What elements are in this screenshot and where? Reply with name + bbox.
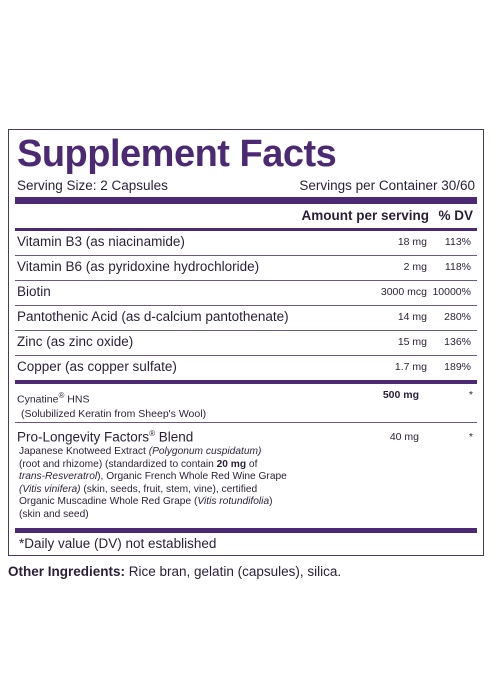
nutrient-row: Pantothenic Acid (as d-calcium pantothen… bbox=[15, 306, 477, 330]
cynatine-name: Cynatine bbox=[17, 393, 59, 406]
cynatine-ingredient: Cynatine® HNS (Solubilized Keratin from … bbox=[17, 389, 206, 421]
nutrient-amount: 1.7 mg bbox=[394, 361, 427, 373]
blend-latin-name: (Polygonum cuspidatum) bbox=[148, 446, 262, 457]
nutrient-dv: 118% bbox=[444, 261, 471, 273]
section-divider bbox=[15, 380, 477, 384]
blend-line: Japanese Knotweed Extract bbox=[19, 446, 149, 457]
other-ingredients-label: Other Ingredients: bbox=[8, 564, 126, 579]
registered-mark: ® bbox=[149, 429, 155, 438]
bottom-divider bbox=[15, 528, 477, 533]
blend-title: Pro-Longevity Factors bbox=[17, 429, 150, 445]
nutrient-amount: 3000 mcg bbox=[380, 286, 427, 298]
blend-description: Japanese Knotweed Extract (Polygonum cus… bbox=[19, 446, 349, 522]
nutrient-name: Biotin bbox=[17, 284, 51, 299]
other-ingredients-text: Rice bran, gelatin (capsules), silica. bbox=[125, 564, 342, 579]
blend-line: (root and rhizome) (standardized to cont… bbox=[19, 458, 217, 470]
blend-amount: 40 mg bbox=[389, 431, 419, 443]
cynatine-suffix: HNS bbox=[64, 393, 90, 406]
nutrient-dv: 113% bbox=[444, 236, 471, 248]
nutrient-name: Pantothenic Acid (as d-calcium pantothen… bbox=[17, 309, 289, 324]
blend-line: ) bbox=[269, 496, 273, 508]
nutrient-amount: 15 mg bbox=[397, 336, 427, 348]
nutrient-row: Copper (as copper sulfate) 1.7 mg 189% bbox=[15, 356, 477, 380]
servings-per-container: Servings per Container 30/60 bbox=[299, 178, 475, 193]
column-header: Amount per serving % DV bbox=[15, 206, 477, 228]
blend-line: of bbox=[246, 458, 258, 470]
dv-footnote: *Daily value (DV) not established bbox=[19, 536, 217, 551]
blend-latin-name: (Vitis vinifera) bbox=[19, 483, 81, 495]
amount-header: Amount per serving bbox=[301, 208, 429, 223]
blend-suffix: Blend bbox=[154, 429, 194, 445]
nutrient-row: Biotin 3000 mcg 10000% bbox=[15, 281, 477, 305]
nutrient-row: Zinc (as zinc oxide) 15 mg 136% bbox=[15, 331, 477, 355]
cynatine-amount: 500 mg bbox=[382, 389, 419, 401]
nutrient-dv: 280% bbox=[444, 311, 471, 323]
nutrient-name: Zinc (as zinc oxide) bbox=[17, 334, 134, 349]
blend-dv: * bbox=[468, 431, 473, 443]
nutrient-dv: 136% bbox=[444, 336, 471, 348]
serving-info: Serving Size: 2 Capsules Servings per Co… bbox=[17, 177, 475, 195]
serving-size: Serving Size: 2 Capsules bbox=[17, 178, 168, 193]
other-ingredients: Other Ingredients: Rice bran, gelatin (c… bbox=[8, 564, 341, 579]
nutrient-amount: 14 mg bbox=[397, 311, 427, 323]
registered-mark: ® bbox=[58, 391, 65, 400]
blend-latin-name: trans-Resveratrol bbox=[19, 471, 98, 483]
nutrient-row: Vitamin B6 (as pyridoxine hydrochloride)… bbox=[15, 256, 477, 280]
nutrient-name: Vitamin B3 (as niacinamide) bbox=[17, 234, 185, 249]
blend-strength: 20 mg bbox=[216, 458, 247, 470]
blend-line: Organic Muscadine Whole Red Grape ( bbox=[19, 496, 198, 508]
blend-name: Pro-Longevity Factors® Blend bbox=[17, 429, 193, 445]
nutrient-amount: 18 mg bbox=[397, 236, 427, 248]
row-divider bbox=[15, 255, 477, 256]
dv-header: % DV bbox=[438, 208, 473, 223]
row-divider bbox=[15, 355, 477, 356]
blend-line: ), Organic French Whole Red Wine Grape bbox=[97, 471, 287, 483]
cynatine-dv: * bbox=[468, 389, 473, 401]
header-divider bbox=[15, 228, 477, 231]
row-divider bbox=[15, 305, 477, 306]
blend-line: (skin, seeds, fruit, stem, vine), certif… bbox=[80, 483, 258, 495]
row-divider bbox=[15, 422, 477, 423]
nutrient-amount: 2 mg bbox=[403, 261, 427, 273]
nutrient-dv: 189% bbox=[444, 361, 471, 373]
panel-title: Supplement Facts bbox=[17, 133, 337, 175]
nutrient-name: Copper (as copper sulfate) bbox=[17, 359, 177, 374]
nutrient-name: Vitamin B6 (as pyridoxine hydrochloride) bbox=[17, 259, 260, 274]
nutrient-row: Vitamin B3 (as niacinamide) 18 mg 113% bbox=[15, 231, 477, 255]
row-divider bbox=[15, 330, 477, 331]
thick-divider bbox=[15, 197, 477, 204]
nutrient-dv: 10000% bbox=[432, 286, 471, 298]
row-divider bbox=[15, 280, 477, 281]
cynatine-description: (Solubilized Keratin from Sheep's Wool) bbox=[21, 407, 207, 420]
blend-latin-name: Vitis rotundifolia bbox=[197, 496, 270, 508]
supplement-facts-panel: Supplement Facts Serving Size: 2 Capsule… bbox=[8, 129, 484, 556]
blend-line: (skin and seed) bbox=[19, 508, 89, 520]
